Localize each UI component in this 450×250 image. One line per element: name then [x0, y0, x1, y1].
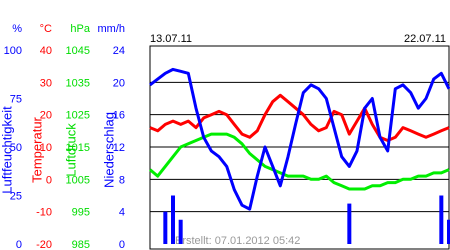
y-tick-label: -10: [36, 207, 52, 219]
axis-title: Luftdruck: [63, 123, 78, 177]
y-tick-label: 8: [119, 174, 125, 186]
y-tick-label: 1025: [66, 110, 90, 122]
y-tick-label: 25: [10, 191, 22, 203]
y-tick-label: 1015: [66, 142, 90, 154]
y-tick-label: 40: [40, 45, 52, 57]
precip-bar: [171, 195, 175, 244]
y-tick-label: 985: [72, 239, 90, 250]
y-tick-label: 30: [40, 77, 52, 89]
precip-bar: [447, 219, 450, 244]
x-start-label: 13.07.11: [150, 33, 192, 45]
y-tick-label: 12: [113, 142, 125, 154]
y-tick-label: 20: [40, 110, 52, 122]
y-tick-label: 0: [46, 174, 52, 186]
series-line: [149, 67, 450, 211]
precip-bar: [163, 211, 168, 244]
precip-bar: [178, 219, 183, 244]
y-tick-label: 24: [113, 45, 125, 57]
y-tick-label: -20: [36, 239, 52, 250]
y-tick-label: 0: [119, 239, 125, 250]
y-tick-label: 1045: [66, 45, 90, 57]
y-tick-label: 75: [10, 94, 22, 106]
axis-title: Niederschlag: [101, 112, 116, 188]
axis-title: Temperatur: [29, 116, 44, 182]
y-tick-label: 16: [113, 110, 125, 122]
axis-unit: hPa: [70, 23, 90, 35]
axis-unit: °C: [40, 23, 52, 35]
axis-title: Luftfeuchtigkeit: [0, 106, 14, 194]
y-tick-label: 0: [16, 239, 22, 250]
y-tick-label: 995: [72, 207, 90, 219]
series-line: [149, 132, 450, 191]
y-tick-label: 4: [119, 207, 125, 219]
y-tick-label: 10: [40, 142, 52, 154]
y-tick-label: 20: [113, 77, 125, 89]
precip-bar: [439, 195, 444, 244]
axis-unit: mm/h: [98, 23, 126, 35]
precip-bar: [347, 203, 352, 244]
y-tick-label: 50: [10, 142, 22, 154]
axis-unit: %: [12, 23, 22, 35]
x-end-label: 22.07.11: [404, 33, 446, 45]
y-tick-label: 1005: [66, 174, 90, 186]
credit: Erstellt: 07.01.2012 05:42: [175, 235, 300, 247]
y-tick-label: 100: [4, 45, 22, 57]
y-tick-label: 1035: [66, 77, 90, 89]
